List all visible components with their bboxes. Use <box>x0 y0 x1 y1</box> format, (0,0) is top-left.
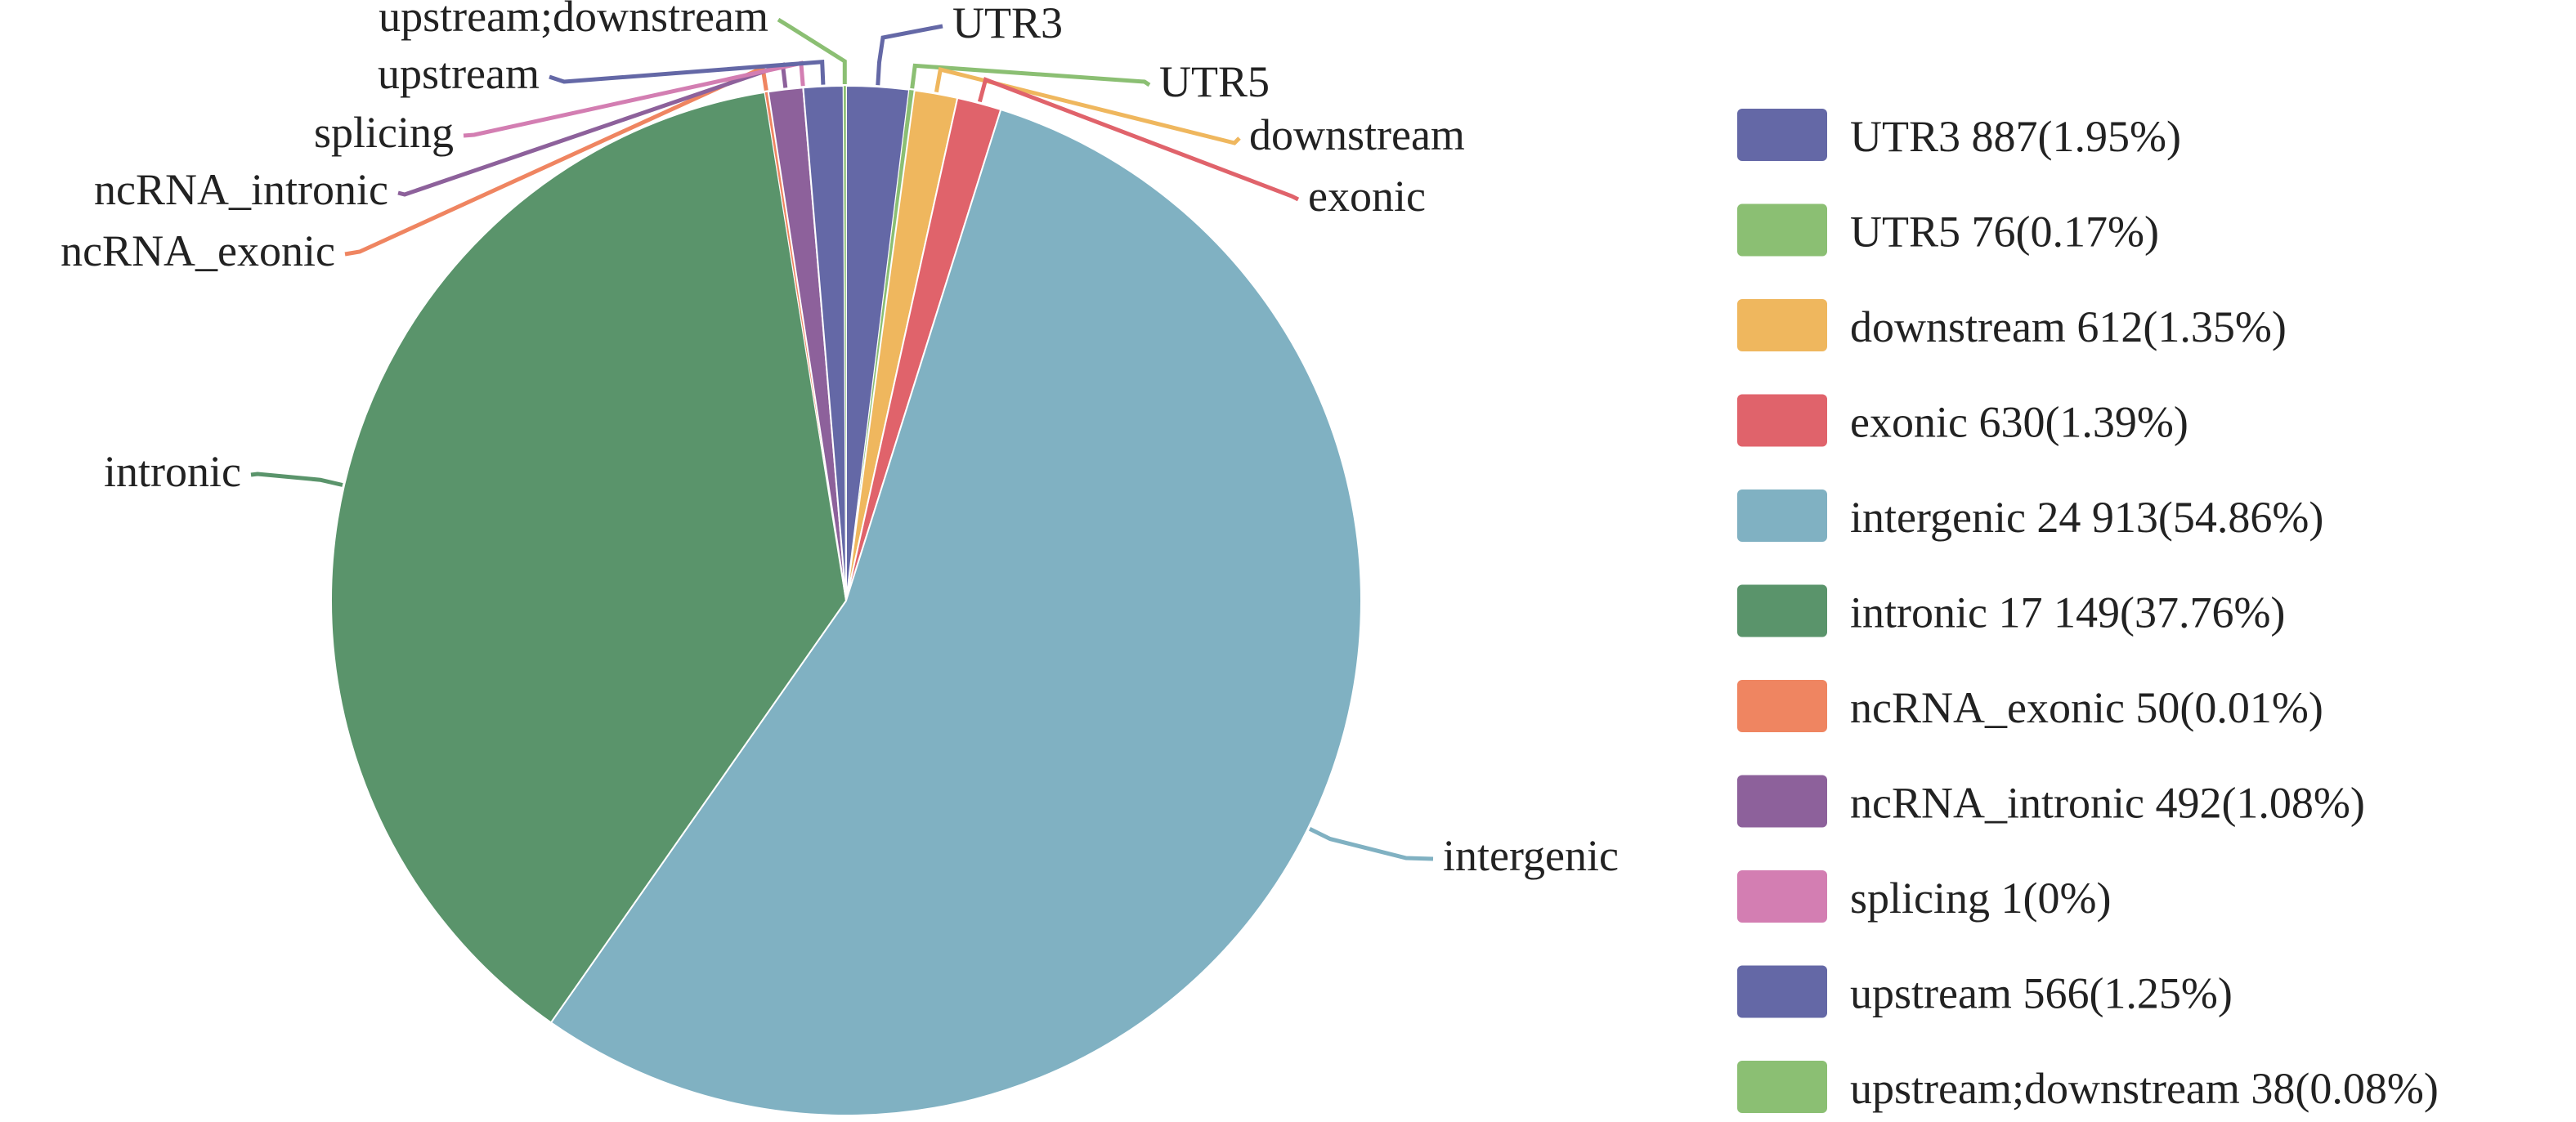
legend-label-intergenic: intergenic 24 913(54.86%) <box>1850 493 2323 542</box>
callout-line-ncrna-intronic <box>397 62 788 197</box>
legend-label-ncrna-exonic: ncRNA_exonic 50(0.01%) <box>1850 683 2323 732</box>
legend-swatch-upstream <box>1737 965 1827 1018</box>
legend-swatch-utr3 <box>1737 109 1827 161</box>
pie-slices <box>330 84 1362 1116</box>
callout-label-ncrna-intronic: ncRNA_intronic <box>94 165 388 214</box>
callout-line-intergenic <box>1308 827 1434 861</box>
callout-label-exonic: exonic <box>1308 172 1426 221</box>
callout-label-ncrna-exonic: ncRNA_exonic <box>60 226 335 275</box>
callout-label-utr3: UTR3 <box>952 0 1063 47</box>
legend-swatch-intronic <box>1737 584 1827 637</box>
callout-label-upstream: upstream <box>378 49 540 98</box>
callout-line-splicing <box>463 60 805 138</box>
callout-line-utr5 <box>910 63 1151 89</box>
callout-label-utr5: UTR5 <box>1159 57 1270 106</box>
legend-label-upstream-downstream: upstream;downstream 38(0.08%) <box>1850 1064 2439 1113</box>
legend-label-downstream: downstream 612(1.35%) <box>1850 302 2287 351</box>
callout-line-ncrna-exonic <box>344 65 768 257</box>
legend-swatch-ncrna-intronic <box>1737 775 1827 828</box>
legend-label-upstream: upstream 566(1.25%) <box>1850 969 2233 1018</box>
legend-swatch-utr5 <box>1737 203 1827 257</box>
legend: UTR3 887(1.95%) UTR5 76(0.17%) downstream … <box>1737 109 2439 1113</box>
legend-label-exonic: exonic 630(1.39%) <box>1850 398 2188 447</box>
pie-slice-intronic <box>330 91 848 1024</box>
pie-slice-intergenic <box>549 108 1362 1116</box>
callout-label-intergenic: intergenic <box>1443 831 1619 880</box>
callout-line-intronic <box>250 472 343 487</box>
legend-label-splicing: splicing 1(0%) <box>1850 874 2111 923</box>
callout-line-exonic <box>977 77 1300 202</box>
callout-line-upstream-downstream <box>777 17 847 84</box>
legend-swatch-intergenic <box>1737 489 1827 542</box>
callout-label-intronic: intronic <box>104 447 241 496</box>
callout-line-downstream <box>934 67 1241 145</box>
legend-label-ncrna-intronic: ncRNA_intronic 492(1.08%) <box>1850 779 2365 828</box>
legend-swatch-upstream-downstream <box>1737 1061 1827 1113</box>
callout-label-splicing: splicing <box>314 108 454 157</box>
legend-label-utr5: UTR5 76(0.17%) <box>1850 208 2159 257</box>
legend-label-intronic: intronic 17 149(37.76%) <box>1850 588 2285 637</box>
pie-slice-upstream-downstream <box>843 85 847 601</box>
legend-swatch-splicing <box>1737 870 1827 923</box>
callout-label-upstream-downstream: upstream;downstream <box>379 0 768 41</box>
legend-swatch-downstream <box>1737 299 1827 351</box>
callout-line-utr3 <box>876 24 943 86</box>
legend-label-utr3: UTR3 887(1.95%) <box>1850 112 2181 161</box>
callout-line-upstream <box>549 60 826 85</box>
legend-swatch-ncrna-exonic <box>1737 680 1827 732</box>
legend-swatch-exonic <box>1737 394 1827 447</box>
callout-label-downstream: downstream <box>1249 110 1465 159</box>
